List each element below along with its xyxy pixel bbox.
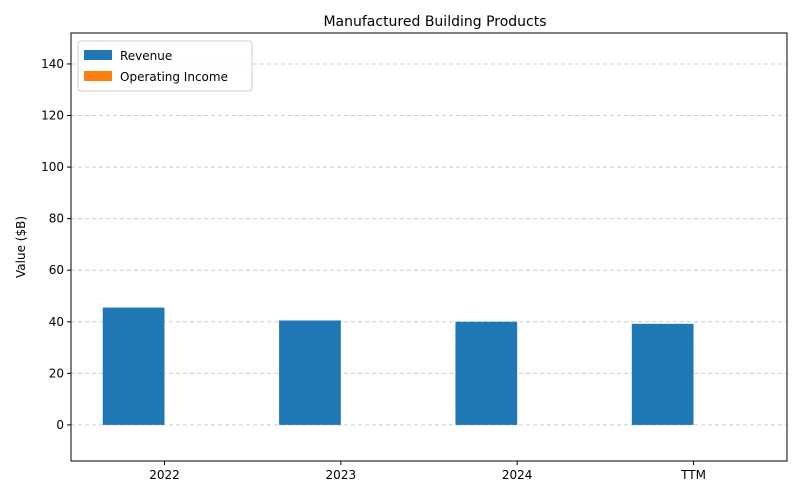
legend-swatch-revenue <box>84 50 112 60</box>
legend-box <box>77 40 253 92</box>
bar-revenue-2022 <box>102 307 165 425</box>
bar-revenue-2023 <box>279 320 341 425</box>
legend-label-operating-income: Operating Income <box>120 70 228 84</box>
legend: Revenue Operating Income <box>77 40 253 92</box>
legend-swatch-operating-income <box>84 71 112 81</box>
y-tick-label: 40 <box>49 315 64 329</box>
x-axis: 2022 2023 2024 TTM <box>149 461 706 482</box>
y-tick-label: 140 <box>41 57 64 71</box>
plot-frame <box>70 32 788 462</box>
x-tick-label: TTM <box>680 468 706 482</box>
bar-revenue-2024 <box>455 321 518 425</box>
y-tick-label: 80 <box>49 212 64 226</box>
bars <box>102 307 694 425</box>
x-tick-label: 2023 <box>326 468 357 482</box>
gridlines <box>71 63 787 426</box>
bar-revenue-ttm <box>631 323 694 425</box>
x-tick-label: 2024 <box>502 468 533 482</box>
y-axis: 0 20 40 60 80 100 120 140 <box>41 57 71 432</box>
y-tick-label: 60 <box>49 263 64 277</box>
y-axis-label: Value ($B) <box>14 216 28 278</box>
y-tick-label: 0 <box>56 418 64 432</box>
y-tick-label: 100 <box>41 160 64 174</box>
y-tick-label: 20 <box>49 366 64 380</box>
legend-label-revenue: Revenue <box>120 49 172 63</box>
x-tick-label: 2022 <box>149 468 180 482</box>
chart-title: Manufactured Building Products <box>323 14 546 30</box>
y-tick-label: 120 <box>41 109 64 123</box>
